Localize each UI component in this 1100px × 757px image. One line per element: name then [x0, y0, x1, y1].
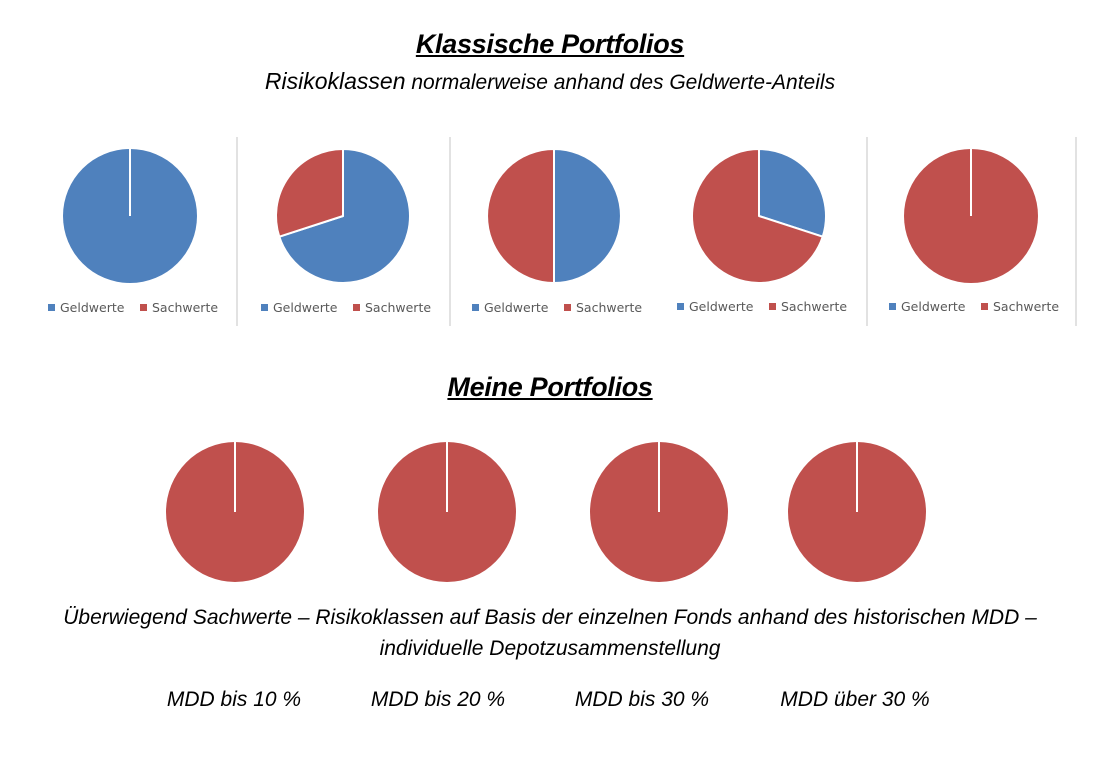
- chart-separator: [449, 137, 451, 326]
- legend-swatch-sachwerte: [564, 304, 571, 311]
- legend-label-geldwerte: Geldwerte: [484, 300, 549, 315]
- legend-swatch-geldwerte: [472, 304, 479, 311]
- legend-swatch-geldwerte: [48, 304, 55, 311]
- pie-slice-sachwerte: [486, 148, 555, 284]
- pie-chart-8: [590, 442, 728, 582]
- legend-swatch-geldwerte: [261, 304, 268, 311]
- pie-slice-geldwerte: [278, 148, 411, 284]
- pie-chart-4: Geldwerte Sachwerte: [677, 148, 847, 314]
- chart-separator: [1075, 137, 1077, 326]
- description-line-1: Überwiegend Sachwerte – Risikoklassen au…: [63, 606, 1037, 629]
- section-subtitle: Risikoklassen normalerweise anhand des G…: [0, 68, 1100, 95]
- pie-slice-geldwerte: [758, 148, 827, 238]
- legend-label-sachwerte: Sachwerte: [365, 300, 431, 315]
- pie-slice-sachwerte: [275, 148, 344, 238]
- legend-label-sachwerte: Sachwerte: [993, 299, 1059, 314]
- description-line-2: individuelle Depotzusammenstellung: [379, 637, 721, 660]
- legend: Geldwerte Sachwerte: [889, 299, 1059, 314]
- pie-slice-geldwerte: [553, 148, 622, 284]
- mdd-label: MDD über 30 %: [780, 688, 930, 711]
- legend-swatch-sachwerte: [981, 303, 988, 310]
- legend-label-sachwerte: Sachwerte: [576, 300, 642, 315]
- pie-chart-5: Geldwerte Sachwerte: [889, 149, 1059, 314]
- legend-label-sachwerte: Sachwerte: [781, 299, 847, 314]
- legend: Geldwerte Sachwerte: [677, 299, 847, 314]
- legend: Geldwerte Sachwerte: [48, 300, 218, 315]
- pie-chart-3: Geldwerte Sachwerte: [472, 148, 642, 315]
- chart-separator: [866, 137, 868, 326]
- subtitle-rest: normalerweise anhand des Geldwerte-Antei…: [405, 71, 836, 94]
- pie-chart-1: Geldwerte Sachwerte: [48, 149, 218, 315]
- pie-chart-7: [378, 442, 516, 582]
- mdd-label: MDD bis 10 %: [166, 688, 302, 711]
- description: Überwiegend Sachwerte – Risikoklassen au…: [0, 602, 1100, 664]
- legend-swatch-geldwerte: [889, 303, 896, 310]
- legend-label-geldwerte: Geldwerte: [689, 299, 754, 314]
- legend-label-geldwerte: Geldwerte: [273, 300, 338, 315]
- pie-chart-2: Geldwerte Sachwerte: [261, 148, 431, 315]
- legend-label-geldwerte: Geldwerte: [901, 299, 966, 314]
- legend-swatch-geldwerte: [677, 303, 684, 310]
- legend-swatch-sachwerte: [353, 304, 360, 311]
- subtitle-prefix: Risikoklassen: [264, 68, 406, 94]
- chart-separator: [236, 137, 238, 326]
- section-title-meine: Meine Portfolios: [447, 372, 653, 402]
- mdd-label: MDD bis 30 %: [574, 688, 710, 711]
- legend: Geldwerte Sachwerte: [261, 300, 431, 315]
- legend-label-geldwerte: Geldwerte: [60, 300, 125, 315]
- pie-chart-6: [166, 442, 304, 582]
- pie-slice-sachwerte: [691, 148, 824, 284]
- pie-chart-9: [788, 442, 926, 582]
- legend-swatch-sachwerte: [769, 303, 776, 310]
- legend-swatch-sachwerte: [140, 304, 147, 311]
- mdd-label: MDD bis 20 %: [370, 688, 506, 711]
- legend-label-sachwerte: Sachwerte: [152, 300, 218, 315]
- section-title-klassische: Klassische Portfolios: [415, 29, 685, 59]
- legend: Geldwerte Sachwerte: [472, 300, 642, 315]
